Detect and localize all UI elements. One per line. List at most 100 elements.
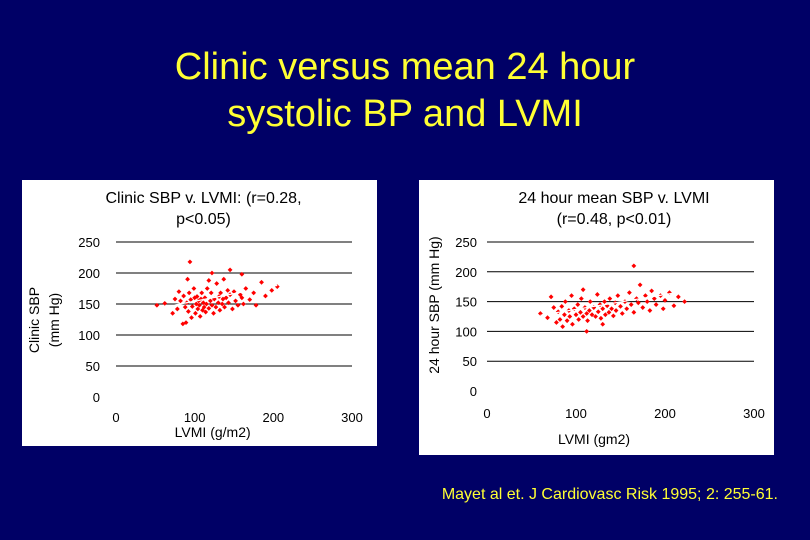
data-point bbox=[170, 310, 176, 316]
y-tick-label: 200 bbox=[455, 265, 477, 280]
data-point bbox=[195, 306, 201, 312]
ambulatory-chart-title-line-2: (r=0.48, p<0.01) bbox=[556, 211, 672, 228]
trend-line bbox=[167, 284, 278, 308]
data-point bbox=[227, 267, 233, 273]
data-point bbox=[193, 310, 198, 316]
data-point bbox=[235, 302, 241, 308]
data-point bbox=[595, 309, 601, 315]
data-point bbox=[576, 317, 582, 322]
data-point bbox=[231, 289, 237, 294]
data-point bbox=[189, 315, 194, 321]
x-tick-label: 200 bbox=[654, 406, 676, 421]
data-point bbox=[208, 290, 214, 296]
data-point bbox=[181, 293, 187, 299]
y-tick-label: 50 bbox=[86, 359, 100, 374]
data-point bbox=[647, 308, 653, 313]
data-point bbox=[239, 271, 245, 277]
data-point bbox=[233, 298, 238, 304]
data-point bbox=[185, 309, 191, 314]
data-point bbox=[202, 295, 208, 301]
data-point bbox=[575, 302, 581, 307]
data-point bbox=[578, 309, 583, 315]
data-point bbox=[217, 307, 223, 313]
data-point bbox=[174, 306, 180, 312]
y-tick-label: 150 bbox=[78, 297, 100, 312]
data-point bbox=[675, 294, 681, 300]
data-point bbox=[585, 318, 590, 324]
data-point bbox=[545, 315, 550, 321]
data-point bbox=[222, 304, 227, 310]
data-point bbox=[631, 263, 637, 269]
data-point bbox=[253, 302, 259, 308]
data-point bbox=[564, 318, 570, 324]
data-point bbox=[206, 278, 212, 283]
data-point bbox=[162, 300, 168, 306]
y-tick-label: 0 bbox=[470, 384, 477, 399]
clinic-chart-title-line-2: p<0.05) bbox=[176, 211, 231, 228]
slide-title-line-1: Clinic versus mean 24 hour bbox=[174, 46, 636, 88]
data-point bbox=[198, 296, 204, 302]
data-point bbox=[223, 295, 229, 301]
ambulatory-chart-title: 24 hour mean SBP v. LVMI (r=0.48, p<0.01… bbox=[459, 188, 769, 230]
data-point bbox=[580, 287, 586, 293]
slide-title-line-2: systolic BP and LVMI bbox=[227, 93, 583, 135]
data-point bbox=[600, 306, 606, 312]
data-point bbox=[187, 259, 193, 265]
data-point bbox=[649, 288, 655, 294]
data-point bbox=[651, 296, 657, 302]
data-point bbox=[640, 305, 646, 310]
data-point bbox=[584, 329, 590, 334]
data-point bbox=[209, 302, 215, 308]
data-point bbox=[562, 312, 567, 318]
data-point bbox=[551, 305, 557, 310]
data-point bbox=[182, 304, 188, 310]
data-point bbox=[225, 287, 231, 293]
data-point bbox=[662, 298, 668, 303]
ambulatory-chart-title-line-1: 24 hour mean SBP v. LVMI bbox=[518, 190, 710, 207]
data-point bbox=[635, 300, 641, 306]
data-point bbox=[251, 290, 257, 296]
data-point bbox=[613, 308, 619, 313]
data-point bbox=[567, 314, 573, 319]
x-tick-label: 0 bbox=[112, 410, 119, 425]
data-point bbox=[589, 312, 595, 318]
data-point bbox=[618, 303, 623, 309]
data-point bbox=[607, 296, 613, 302]
data-point bbox=[586, 308, 592, 313]
data-point bbox=[609, 306, 614, 312]
y-tick-label: 100 bbox=[455, 324, 477, 339]
data-point bbox=[615, 293, 621, 299]
data-point bbox=[555, 309, 561, 315]
slide-title: Clinic versus mean 24 hour systolic BP a… bbox=[0, 44, 810, 138]
data-point bbox=[570, 321, 575, 327]
data-point bbox=[274, 284, 280, 290]
data-point bbox=[239, 295, 245, 301]
ambulatory-sbp-scatter-plot: 0 50 100 150 200 250 0 100 200 300 LVMI (gm2) 24 ho… bbox=[426, 235, 765, 447]
y-axis-label: 24 hour SBP (mm Hg) bbox=[426, 236, 442, 373]
x-tick-label: 300 bbox=[341, 410, 363, 425]
data-point bbox=[176, 289, 182, 294]
y-tick-label: 100 bbox=[78, 328, 100, 343]
data-point bbox=[643, 293, 648, 299]
data-point bbox=[559, 303, 565, 309]
data-point bbox=[221, 276, 227, 282]
data-point bbox=[637, 282, 643, 288]
data-point bbox=[247, 297, 253, 303]
data-point bbox=[548, 294, 554, 300]
x-tick-label: 200 bbox=[262, 410, 284, 425]
data-point bbox=[189, 304, 195, 309]
data-point bbox=[644, 299, 650, 304]
citation: Mayet al et. J Cardiovasc Risk 1995; 2: … bbox=[441, 486, 778, 503]
y-tick-label: 0 bbox=[93, 390, 100, 405]
data-point bbox=[627, 290, 632, 296]
data-point bbox=[263, 293, 268, 299]
data-point bbox=[602, 299, 607, 304]
data-point bbox=[211, 310, 216, 316]
data-point bbox=[653, 302, 659, 307]
data-point bbox=[269, 287, 275, 293]
clinic-chart-title: Clinic SBP v. LVMI: (r=0.28, p<0.05) bbox=[16, 188, 391, 230]
data-point bbox=[201, 304, 207, 310]
data-point bbox=[606, 309, 612, 315]
data-point bbox=[597, 302, 603, 307]
ambulatory-sbp-chart-panel: 24 hour mean SBP v. LVMI (r=0.48, p<0.01… bbox=[419, 180, 774, 455]
